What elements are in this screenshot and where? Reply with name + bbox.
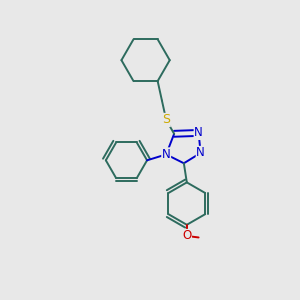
Text: O: O <box>182 230 191 242</box>
Text: S: S <box>162 113 170 127</box>
Text: N: N <box>194 126 203 140</box>
Text: N: N <box>162 148 171 161</box>
Text: N: N <box>196 146 205 159</box>
